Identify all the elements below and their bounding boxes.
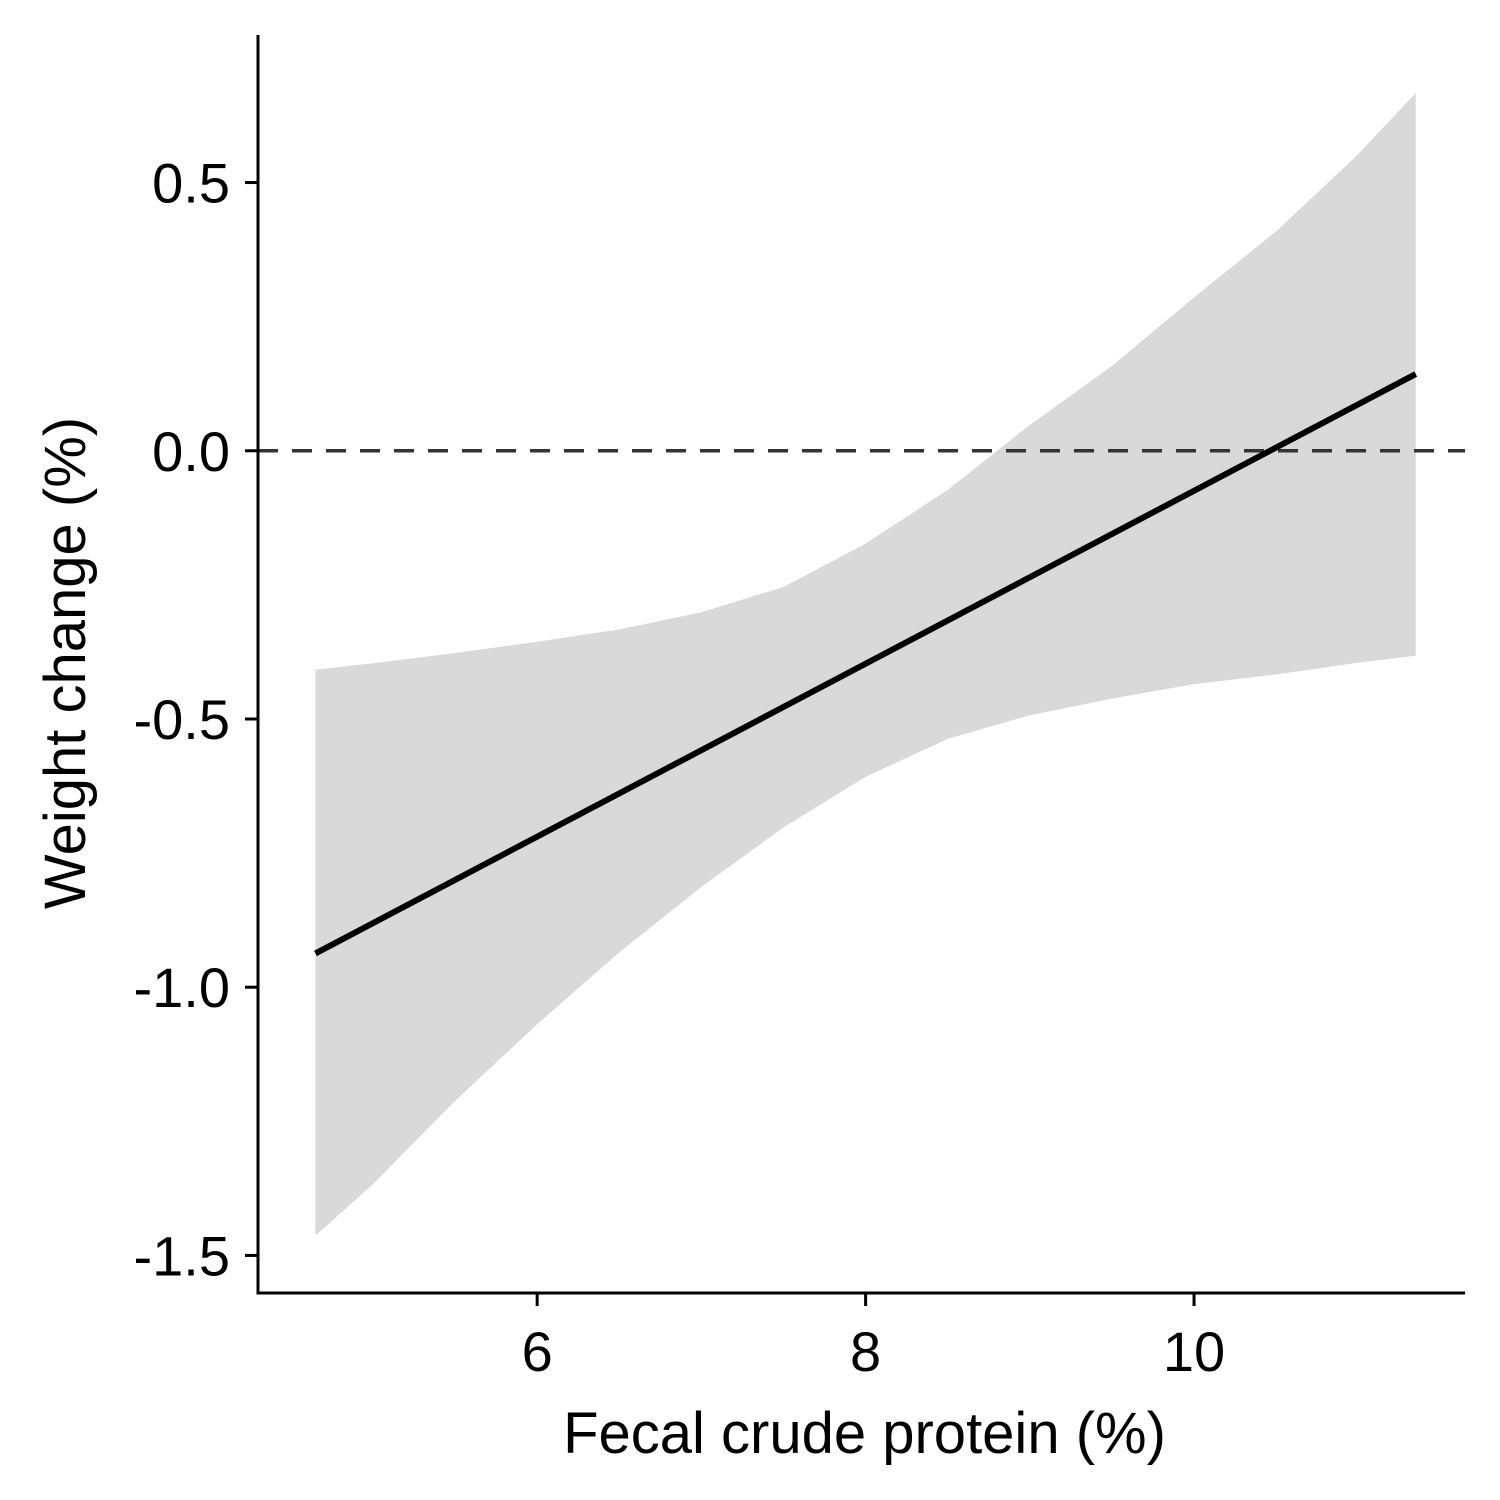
y-tick-label: 0.5	[152, 152, 230, 215]
y-axis-title: Weight change (%)	[33, 417, 98, 909]
y-tick-label: 0.0	[152, 420, 230, 483]
tick-labels: 0.5 0.0 -0.5 -1.0 -1.5 6 8 10	[134, 152, 1226, 1383]
x-axis-title: Fecal crude protein (%)	[563, 1401, 1166, 1466]
y-tick-label: -1.5	[134, 1224, 231, 1287]
x-tick-label: 8	[850, 1320, 881, 1383]
x-tick-label: 10	[1163, 1320, 1225, 1383]
y-tick-label: -0.5	[134, 688, 231, 751]
fit-line-layer	[314, 371, 1418, 957]
y-tick-label: -1.0	[134, 956, 231, 1019]
x-tick-label: 6	[522, 1320, 553, 1383]
fit-line	[314, 371, 1418, 957]
axes	[245, 35, 1465, 1306]
